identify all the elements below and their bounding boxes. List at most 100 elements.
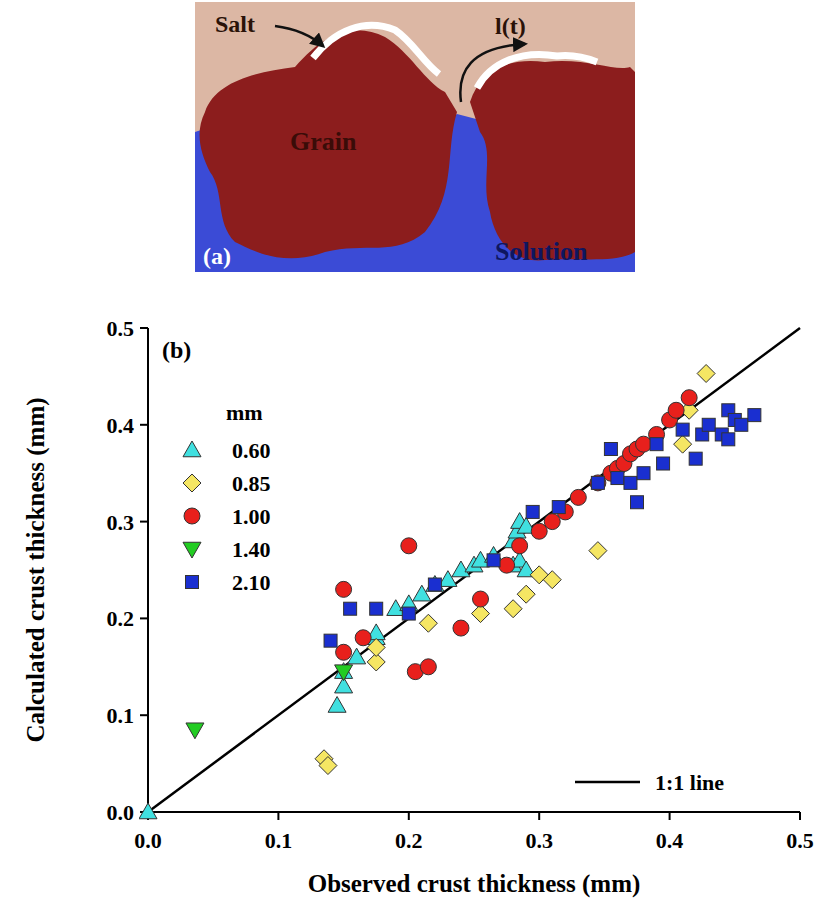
point	[453, 620, 469, 636]
point	[324, 634, 337, 647]
point	[631, 496, 644, 509]
y-tick-label: 0.4	[107, 413, 135, 438]
point	[591, 476, 604, 489]
point	[344, 602, 357, 615]
point	[328, 697, 346, 713]
point	[624, 476, 637, 489]
point	[370, 602, 383, 615]
grain	[200, 30, 457, 258]
point	[676, 423, 689, 436]
y-tick	[140, 424, 148, 426]
x-axis	[148, 811, 800, 813]
legend-label: 1.40	[232, 537, 271, 562]
legend-marker	[183, 474, 201, 492]
y-axis	[147, 328, 149, 812]
point	[139, 803, 157, 819]
point	[499, 557, 515, 573]
y-tick	[140, 521, 148, 523]
point	[589, 542, 607, 560]
point	[428, 578, 441, 591]
series	[315, 364, 715, 774]
label: Salt	[215, 11, 255, 37]
arrow	[275, 26, 323, 46]
x-tick-label: 0.4	[656, 828, 684, 853]
point	[722, 433, 735, 446]
scatter-panel: 0.00.10.20.30.40.50.00.10.20.30.40.5Obse…	[22, 316, 814, 898]
point	[319, 757, 337, 775]
series	[336, 390, 698, 680]
x-tick-label: 0.0	[134, 828, 162, 853]
series	[324, 404, 761, 647]
x-tick	[538, 812, 540, 820]
label: Grain	[290, 127, 357, 156]
point	[335, 665, 353, 681]
point	[504, 600, 522, 618]
point	[604, 443, 617, 456]
legend-marker	[183, 441, 201, 457]
point	[650, 438, 663, 451]
point	[543, 571, 561, 589]
x-tick	[408, 812, 410, 820]
legend-label: 2.10	[232, 570, 271, 595]
point	[526, 505, 539, 518]
y-tick-label: 0.2	[107, 606, 135, 631]
point	[681, 390, 697, 406]
y-tick-label: 0.1	[107, 703, 135, 728]
legend-label: 1.00	[232, 504, 271, 529]
point	[336, 581, 352, 597]
x-tick	[277, 812, 279, 820]
label: Solution	[495, 237, 588, 266]
diagram-panel: Salt l(t) Grain Solution (a)	[195, 2, 635, 274]
salt-crust	[313, 25, 439, 74]
point	[473, 591, 489, 607]
point	[697, 364, 715, 382]
point	[186, 723, 204, 739]
point	[426, 576, 444, 592]
y-tick	[140, 327, 148, 329]
legend-label: 1:1 line	[655, 770, 724, 795]
point	[570, 489, 586, 505]
salt-crust	[477, 54, 597, 88]
x-tick-label: 0.2	[395, 828, 423, 853]
point	[668, 402, 684, 418]
legend-line	[575, 781, 640, 784]
panel-label: (b)	[162, 337, 191, 363]
point	[552, 501, 565, 514]
reference-line	[148, 328, 800, 812]
x-tick-label: 0.1	[265, 828, 293, 853]
point	[748, 409, 761, 422]
point	[512, 538, 528, 554]
y-tick	[140, 714, 148, 716]
point	[487, 554, 500, 567]
point	[657, 457, 670, 470]
y-tick-label: 0.5	[107, 316, 135, 341]
point	[517, 585, 535, 603]
point	[402, 607, 415, 620]
label: l(t)	[495, 13, 526, 39]
point	[419, 614, 437, 632]
point	[590, 475, 606, 491]
legend-marker	[186, 576, 199, 589]
diagram-body	[195, 2, 635, 272]
panel-label: (a)	[203, 243, 231, 269]
legend-title: mm	[226, 400, 263, 425]
y-tick-label: 0.0	[107, 800, 135, 825]
legend-marker	[184, 508, 200, 524]
legend-label: 0.60	[232, 438, 271, 463]
plot-marks	[139, 328, 800, 819]
point	[674, 435, 692, 453]
y-tick	[140, 617, 148, 619]
air	[195, 2, 635, 272]
legend-marker	[183, 542, 201, 558]
arrow	[460, 44, 525, 102]
x-tick-label: 0.3	[525, 828, 553, 853]
legend-label: 0.85	[232, 471, 271, 496]
y-axis-title: Calculated crust thickness (mm)	[22, 397, 50, 742]
point	[611, 472, 624, 485]
series	[186, 665, 353, 739]
x-tick	[799, 812, 801, 820]
figure: Salt l(t) Grain Solution (a) 0.0 0.1 0.2 0.3 0.4 0…	[0, 0, 831, 916]
point	[401, 538, 417, 554]
x-axis-title: Observed crust thickness (mm)	[308, 870, 641, 898]
point	[355, 630, 371, 646]
